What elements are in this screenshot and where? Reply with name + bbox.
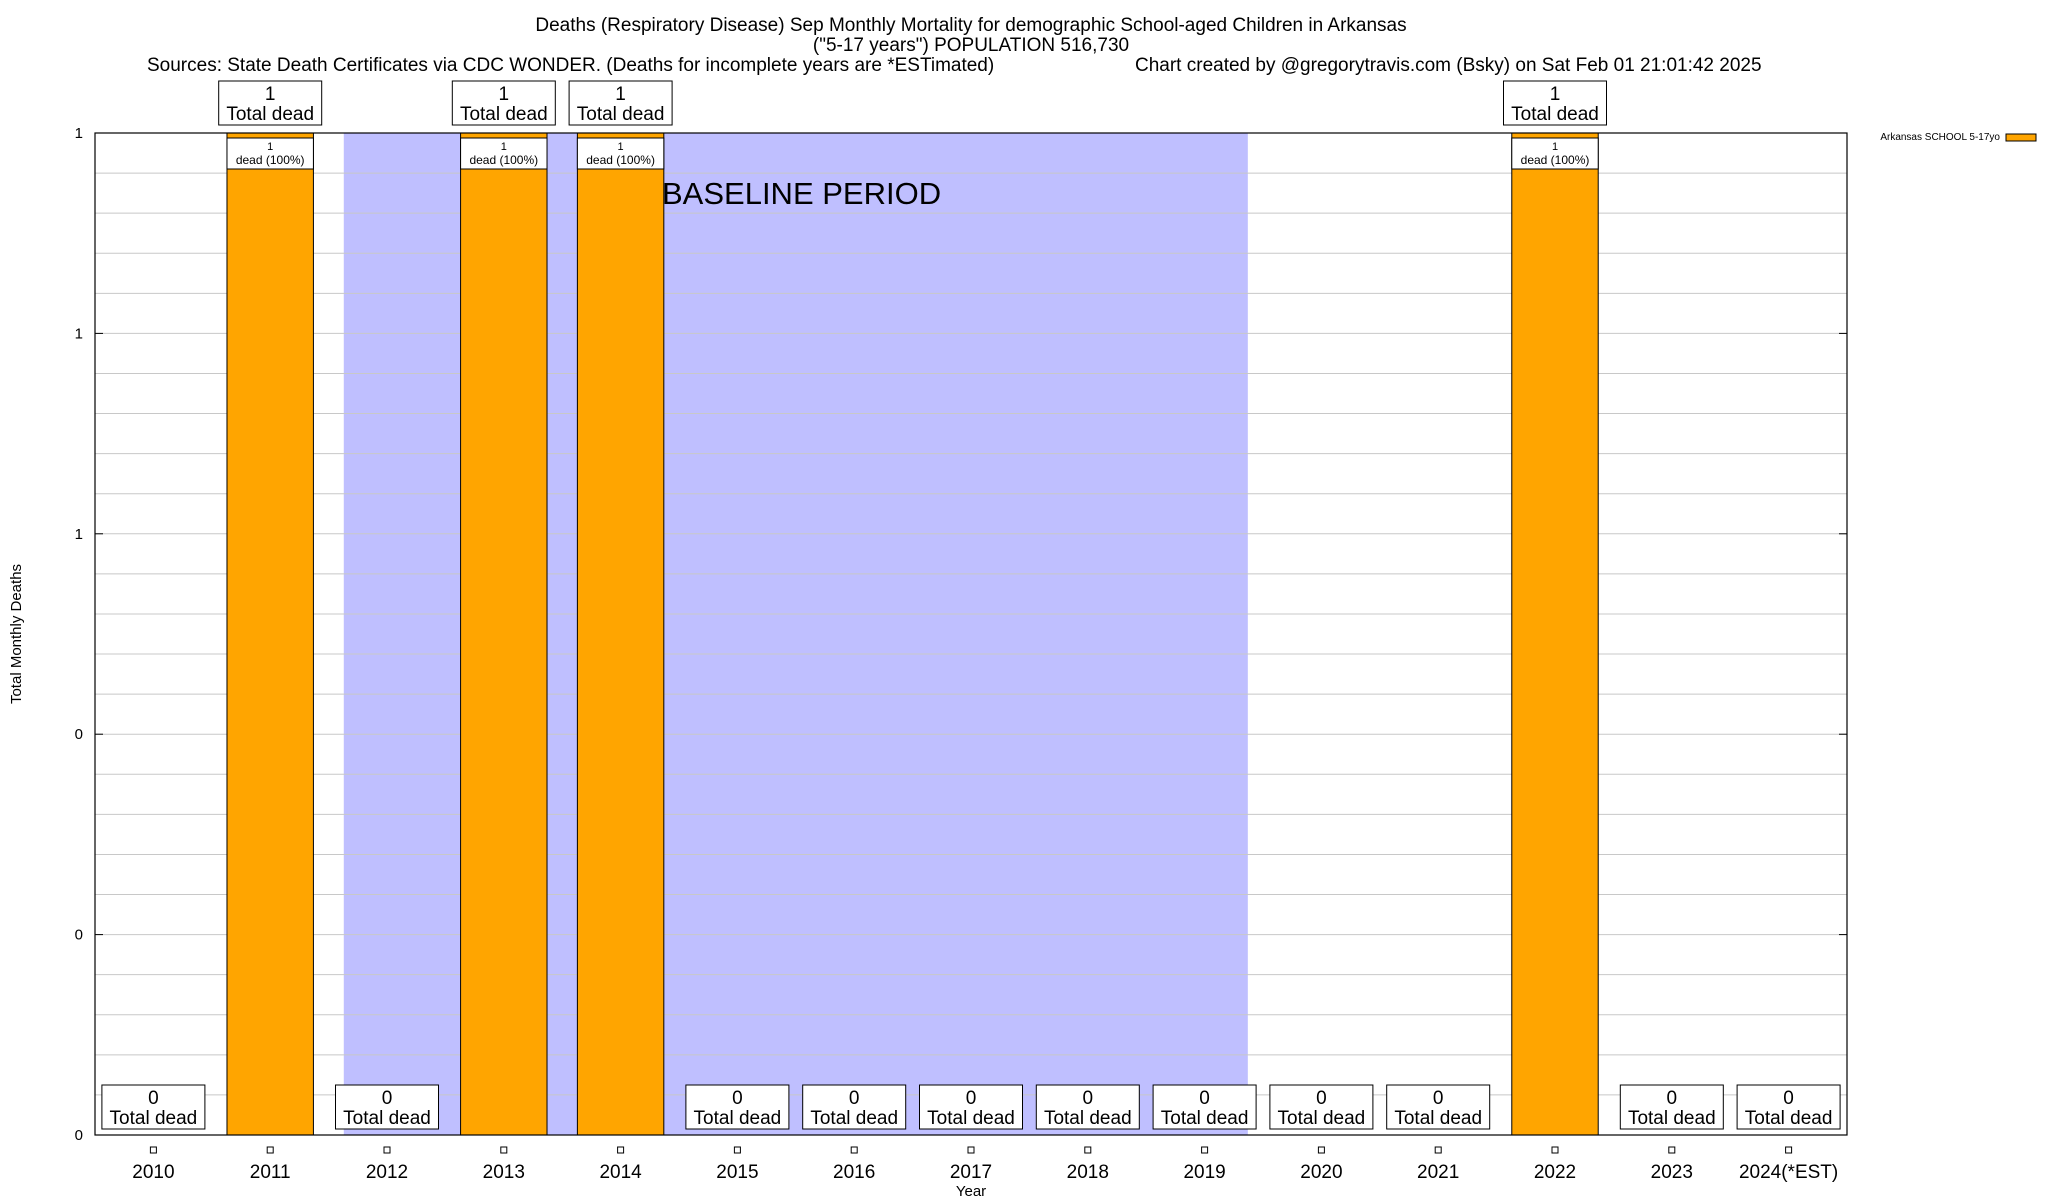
- x-tick-label: 2010: [132, 1162, 174, 1183]
- x-tick-label: 2013: [483, 1162, 525, 1183]
- x-tick-label: 2018: [1067, 1162, 1109, 1183]
- x-tick-marker: [383, 1146, 391, 1154]
- x-tick-label: 2019: [1183, 1162, 1225, 1183]
- total-label-box: [451, 80, 556, 126]
- x-tick-marker: [1084, 1146, 1092, 1154]
- total-label-box: [1269, 1084, 1374, 1130]
- total-label: 0 Total dead: [810, 1088, 898, 1129]
- total-label-box: [101, 1084, 206, 1130]
- total-label-box: [802, 1084, 907, 1130]
- total-label-box: [919, 1084, 1023, 1130]
- total-label: 1 Total dead: [226, 84, 314, 125]
- y-tick-label: 0: [75, 927, 83, 944]
- x-tick-marker: [1317, 1146, 1325, 1154]
- segment-label: 1 dead (100%): [236, 141, 305, 167]
- x-tick-marker: [967, 1146, 975, 1154]
- bar: [460, 132, 548, 1136]
- x-tick-marker: [850, 1146, 858, 1154]
- y-tick-label: 0: [75, 1127, 83, 1144]
- x-tick-label: 2020: [1300, 1162, 1342, 1183]
- x-tick-marker: [149, 1146, 157, 1154]
- x-tick-marker: [1785, 1146, 1793, 1154]
- chart-title: Deaths (Respiratory Disease) Sep Monthly…: [535, 15, 1406, 36]
- x-tick-marker: [733, 1146, 741, 1154]
- total-label-box: [1386, 1084, 1491, 1130]
- total-label: 0 Total dead: [1161, 1088, 1249, 1129]
- legend-label: Arkansas SCHOOL 5-17yo: [1880, 132, 2000, 143]
- total-label: 0 Total dead: [927, 1088, 1015, 1129]
- plot-frame: [94, 132, 1848, 1136]
- x-tick-label: 2023: [1651, 1162, 1693, 1183]
- total-label-box: [1152, 1084, 1257, 1130]
- baseline-period-label: BASELINE PERIOD: [662, 176, 941, 211]
- legend-swatch: [2005, 133, 2037, 142]
- segment-label-box: [1511, 137, 1599, 170]
- x-tick-marker: [500, 1146, 508, 1154]
- total-label-box: [568, 80, 673, 126]
- segment-label: 1 dead (100%): [586, 141, 655, 167]
- total-label: 1 Total dead: [1511, 84, 1599, 125]
- chart-subtitle: ("5-17 years") POPULATION 516,730: [813, 35, 1129, 56]
- chart-sources: Sources: State Death Certificates via CD…: [147, 55, 994, 76]
- total-label: 0 Total dead: [1044, 1088, 1132, 1129]
- total-label-box: [1035, 1084, 1140, 1130]
- x-tick-label: 2021: [1417, 1162, 1459, 1183]
- x-tick-marker: [1201, 1146, 1209, 1154]
- chart-credit: Chart created by @gregorytravis.com (Bsk…: [1135, 55, 1762, 76]
- total-label-box: [218, 80, 323, 126]
- total-label-box: [1619, 1084, 1724, 1130]
- x-tick-label: 2015: [716, 1162, 758, 1183]
- total-label: 1 Total dead: [460, 84, 548, 125]
- total-label: 0 Total dead: [343, 1088, 431, 1129]
- x-tick-marker: [1551, 1146, 1559, 1154]
- total-label: 0 Total dead: [1628, 1088, 1716, 1129]
- total-label: 0 Total dead: [1745, 1088, 1833, 1129]
- total-label: 0 Total dead: [1278, 1088, 1366, 1129]
- bar: [226, 132, 314, 1136]
- x-tick-label: 2024(*EST): [1739, 1162, 1838, 1183]
- x-tick-marker: [1434, 1146, 1442, 1154]
- total-label: 0 Total dead: [1394, 1088, 1482, 1129]
- x-tick-label: 2011: [250, 1162, 291, 1183]
- x-tick-label: 2017: [950, 1162, 992, 1183]
- total-label-box: [685, 1084, 790, 1130]
- total-label-box: [1503, 80, 1607, 126]
- x-tick-label: 2014: [599, 1162, 642, 1183]
- total-label-box: [335, 1084, 439, 1130]
- y-tick-label: 0: [75, 726, 83, 743]
- total-label-box: [1736, 1084, 1841, 1130]
- x-tick-label: 2012: [366, 1162, 408, 1183]
- bar: [1511, 132, 1599, 1136]
- y-axis-label: Total Monthly Deaths: [8, 564, 25, 704]
- total-label: 0 Total dead: [694, 1088, 782, 1129]
- x-tick-marker: [617, 1146, 625, 1154]
- x-tick-marker: [1668, 1146, 1676, 1154]
- bar: [576, 132, 665, 1136]
- total-label: 1 Total dead: [577, 84, 665, 125]
- y-tick-label: 1: [75, 526, 83, 543]
- segment-label: 1 dead (100%): [1521, 141, 1590, 167]
- segment-label-box: [226, 137, 314, 170]
- y-tick-label: 1: [75, 325, 83, 342]
- y-tick-label: 1: [75, 125, 83, 142]
- x-tick-marker: [266, 1146, 274, 1154]
- x-tick-label: 2016: [833, 1162, 875, 1183]
- segment-label-box: [576, 137, 665, 170]
- segment-label-box: [460, 137, 548, 170]
- x-tick-label: 2022: [1534, 1162, 1576, 1183]
- x-axis-label: Year: [956, 1183, 986, 1200]
- total-label: 0 Total dead: [110, 1088, 198, 1129]
- segment-label: 1 dead (100%): [469, 141, 538, 167]
